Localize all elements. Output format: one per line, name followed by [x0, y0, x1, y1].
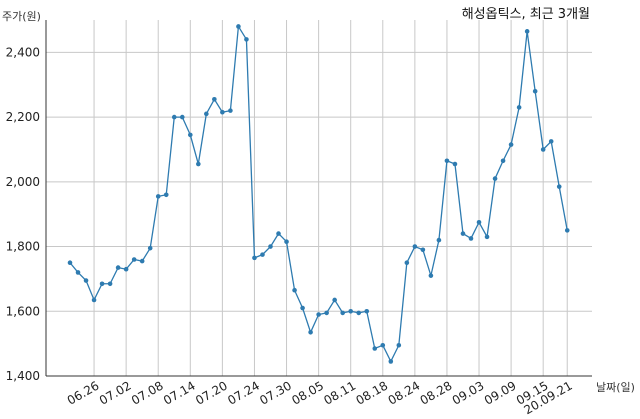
data-point	[396, 342, 402, 348]
data-point	[540, 147, 546, 152]
data-point	[244, 37, 249, 42]
data-point	[308, 330, 313, 335]
x-tick-label: 07.24	[225, 378, 262, 407]
x-tick-label: 08.28	[418, 378, 455, 407]
x-tick-label: 06.26	[65, 378, 102, 407]
data-point	[91, 297, 97, 303]
data-point	[220, 109, 225, 115]
x-axis-title: 날짜(일)	[596, 380, 635, 394]
data-point	[356, 310, 362, 316]
chart-title: 해성옵틱스, 최근 3개월	[462, 7, 590, 22]
x-tick-label: 08.24	[386, 378, 423, 407]
data-point	[332, 297, 337, 303]
x-tick-label: 08.05	[289, 378, 326, 407]
data-point	[107, 281, 113, 287]
data-point	[532, 88, 538, 94]
x-tick-label: 07.14	[161, 378, 198, 407]
y-tick-label: 2,200	[6, 110, 40, 124]
data-point	[276, 231, 281, 236]
price-series-points	[67, 24, 570, 364]
data-point	[99, 281, 105, 287]
data-point	[484, 234, 490, 240]
data-point	[139, 258, 145, 264]
data-point	[380, 342, 386, 348]
data-point	[564, 228, 570, 233]
x-tick-label: 07.02	[97, 378, 134, 407]
data-point	[147, 245, 153, 251]
data-point	[516, 105, 522, 110]
data-point	[460, 231, 466, 236]
x-tick-label: 09.09	[482, 378, 519, 407]
data-point	[196, 161, 201, 167]
data-point	[364, 308, 370, 314]
data-point	[155, 194, 161, 199]
data-point	[67, 260, 73, 266]
x-tick-label: 07.08	[129, 378, 166, 407]
data-point	[252, 255, 257, 261]
data-point	[292, 287, 297, 293]
data-point	[444, 158, 450, 164]
data-point	[420, 247, 426, 253]
data-point	[548, 139, 554, 144]
data-point	[123, 266, 129, 272]
data-point	[372, 346, 378, 351]
data-point	[468, 236, 474, 241]
data-point	[171, 114, 177, 120]
data-point	[348, 308, 354, 314]
data-point	[428, 273, 434, 278]
data-point	[324, 310, 329, 316]
data-point	[556, 184, 562, 189]
data-point	[404, 260, 410, 266]
data-point	[236, 24, 241, 29]
data-point	[492, 176, 498, 181]
data-point	[163, 192, 169, 198]
x-tick-label: 08.18	[354, 378, 391, 407]
x-gridlines	[93, 20, 568, 376]
data-point	[204, 111, 209, 117]
data-point	[75, 270, 81, 275]
data-point	[115, 265, 121, 270]
data-point	[131, 257, 137, 262]
y-tick-label: 1,400	[6, 369, 40, 383]
y-axis-title: 주가(원)	[2, 10, 41, 23]
data-point	[500, 158, 506, 164]
y-tick-label: 2,000	[6, 175, 40, 189]
x-tick-label: 09.03	[450, 378, 487, 407]
data-point	[83, 278, 89, 283]
y-tick-labels: 1,400 1,600 1,800 2,000 2,200 2,400	[6, 45, 40, 383]
x-tick-labels: 06.2607.0207.0807.1407.2007.2407.3008.05…	[65, 378, 575, 417]
y-tick-label: 1,600	[6, 304, 40, 318]
data-point	[524, 29, 530, 34]
y-tick-label: 1,800	[6, 240, 40, 254]
data-point	[300, 305, 305, 311]
data-point	[260, 252, 265, 257]
data-point	[452, 161, 458, 167]
data-point	[179, 114, 185, 120]
data-point	[436, 237, 442, 243]
data-point	[412, 244, 418, 249]
data-point	[212, 96, 217, 102]
data-point	[268, 244, 273, 249]
x-tick-label: 08.11	[321, 378, 358, 407]
data-point	[228, 108, 233, 113]
data-point	[476, 219, 482, 225]
data-point	[508, 142, 514, 147]
data-point	[388, 359, 394, 364]
data-point	[316, 312, 321, 317]
y-tick-label: 2,400	[6, 45, 40, 59]
data-point	[188, 132, 193, 138]
x-tick-label: 07.20	[193, 378, 230, 407]
data-point	[340, 310, 345, 316]
data-point	[284, 239, 289, 244]
x-tick-label: 07.30	[257, 378, 294, 407]
